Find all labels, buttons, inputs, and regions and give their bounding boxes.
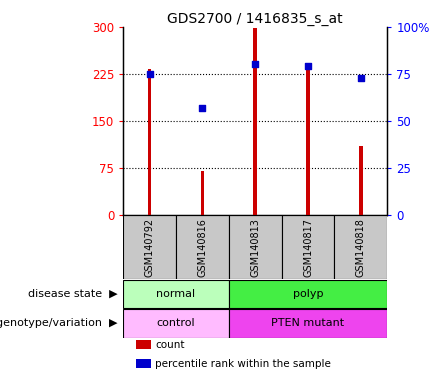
Title: GDS2700 / 1416835_s_at: GDS2700 / 1416835_s_at — [167, 12, 343, 26]
Text: GSM140816: GSM140816 — [198, 218, 207, 276]
Text: GSM140817: GSM140817 — [303, 218, 313, 276]
Text: normal: normal — [157, 289, 195, 299]
Text: polyp: polyp — [293, 289, 323, 299]
Bar — [229, 310, 387, 338]
Bar — [306, 65, 310, 215]
Bar — [282, 215, 334, 280]
Text: GSM140813: GSM140813 — [250, 218, 260, 276]
Point — [146, 71, 153, 77]
Text: genotype/variation  ▶: genotype/variation ▶ — [0, 318, 118, 328]
Text: GSM140818: GSM140818 — [356, 218, 366, 276]
Text: PTEN mutant: PTEN mutant — [271, 318, 345, 328]
Bar — [253, 28, 257, 215]
Bar — [123, 215, 176, 280]
Bar — [176, 215, 229, 280]
Bar — [334, 215, 387, 280]
Text: GSM140792: GSM140792 — [145, 218, 154, 277]
Bar — [136, 359, 151, 368]
Bar — [148, 70, 151, 215]
Text: count: count — [155, 339, 184, 350]
Point — [199, 104, 206, 111]
Bar — [201, 171, 204, 215]
Bar — [229, 215, 282, 280]
Text: control: control — [157, 318, 195, 328]
Point — [252, 61, 259, 68]
Point — [357, 74, 364, 81]
Text: percentile rank within the sample: percentile rank within the sample — [155, 359, 331, 369]
Point — [304, 63, 312, 70]
Bar — [229, 280, 387, 308]
Text: disease state  ▶: disease state ▶ — [28, 289, 118, 299]
Bar — [359, 146, 363, 215]
Bar — [136, 340, 151, 349]
Bar — [123, 280, 229, 308]
Bar — [123, 310, 229, 338]
